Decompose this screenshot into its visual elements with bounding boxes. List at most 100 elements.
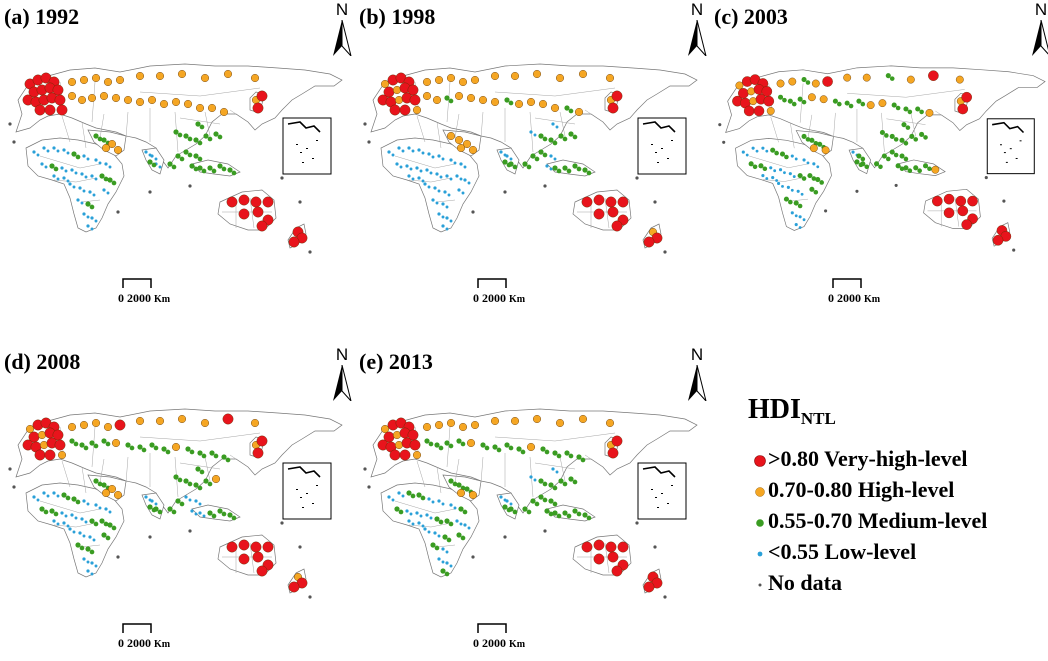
point-level-low: [88, 535, 92, 539]
landmass: [380, 482, 480, 578]
scale-bar: 0 2000 Km: [473, 623, 557, 651]
country-border: [790, 198, 808, 202]
point-level-very-high: [593, 553, 605, 565]
point-level-medium: [227, 167, 233, 173]
inset-island: [651, 144, 653, 145]
point-level-very-high: [389, 449, 401, 461]
point-level-medium: [534, 501, 540, 507]
point-level-high: [821, 146, 830, 155]
point-level-low: [798, 226, 802, 229]
point-level-medium: [548, 498, 554, 504]
country-border: [39, 500, 101, 514]
blue-dot-icon: [757, 551, 763, 557]
point-level-very-high: [992, 234, 1004, 246]
no-data-mark: [663, 250, 667, 254]
point-level-medium: [43, 509, 49, 515]
point-level-medium: [444, 95, 450, 101]
point-level-medium: [552, 165, 558, 171]
inset-map: [282, 462, 332, 520]
inset-coast: [992, 121, 1025, 134]
point-level-low: [44, 165, 48, 169]
point-level-low: [441, 157, 445, 161]
point-level-low: [198, 511, 202, 515]
point-level-medium: [175, 153, 181, 159]
point-level-high: [526, 443, 535, 452]
point-level-medium: [438, 519, 444, 525]
point-level-medium: [542, 136, 548, 142]
point-level-medium: [586, 515, 592, 521]
point-level-high: [819, 95, 828, 104]
point-level-low: [445, 227, 449, 231]
point-level-low: [429, 516, 433, 520]
point-level-medium: [860, 101, 866, 107]
point-level-medium: [151, 162, 157, 168]
country-border: [494, 432, 616, 442]
point-level-low: [387, 495, 391, 499]
point-level-low: [94, 158, 98, 162]
no-data-mark: [471, 555, 475, 559]
point-level-medium: [97, 481, 103, 487]
no-data-mark: [308, 250, 312, 254]
point-level-medium: [922, 163, 929, 169]
point-level-low: [529, 475, 533, 479]
point-level-medium: [793, 200, 799, 206]
point-level-medium: [572, 163, 578, 169]
inset-coast: [642, 466, 676, 478]
point-level-low: [435, 172, 439, 176]
country-border: [229, 454, 237, 460]
no-data-mark: [8, 467, 12, 471]
point-level-medium: [177, 132, 183, 138]
point-level-high: [87, 94, 96, 103]
point-level-medium: [788, 199, 793, 205]
land-layer: [8, 63, 343, 254]
legend-label: <0.55 Low-level: [768, 539, 917, 564]
point-level-medium: [73, 441, 79, 447]
point-level-high: [555, 419, 564, 428]
point-level-very-high: [238, 553, 250, 565]
country-border: [584, 109, 592, 115]
point-level-low: [108, 510, 112, 514]
point-level-low: [74, 171, 78, 175]
point-level-very-high: [34, 104, 46, 116]
point-level-high: [466, 94, 475, 103]
point-level-low: [419, 169, 423, 173]
north-arrow: N: [327, 345, 357, 401]
point-level-very-high: [617, 196, 629, 208]
point-level-medium: [193, 137, 199, 143]
point-level-medium: [837, 101, 842, 107]
point-level-medium: [49, 163, 55, 169]
point-level-high: [931, 165, 940, 174]
point-level-very-high: [399, 104, 411, 116]
point-level-low: [549, 154, 553, 158]
point-level-very-high: [54, 439, 66, 451]
point-level-medium: [864, 164, 870, 170]
country-border: [416, 460, 426, 488]
point-level-very-high: [607, 206, 619, 218]
point-level-medium: [801, 133, 807, 139]
point-level-low: [66, 151, 70, 155]
point-level-low: [441, 215, 445, 219]
panel-title: (d) 2008: [4, 349, 81, 374]
point-level-medium: [460, 441, 466, 447]
point-level-low: [411, 177, 415, 181]
point-level-high: [470, 421, 479, 430]
point-level-low: [46, 149, 50, 153]
point-level-low: [431, 198, 435, 202]
inset-map: [986, 118, 1035, 175]
point-level-high: [101, 488, 110, 497]
point-level-medium: [207, 136, 213, 142]
inset-island: [296, 144, 298, 145]
green-dot-icon: [756, 519, 764, 527]
point-level-medium: [203, 478, 209, 484]
point-level-medium: [809, 137, 815, 143]
point-level-low: [94, 503, 98, 507]
point-level-medium: [448, 521, 454, 527]
point-level-low: [52, 174, 56, 178]
country-border: [935, 110, 942, 116]
point-level-medium: [502, 504, 508, 510]
no-data-mark: [653, 200, 657, 204]
point-level-high: [381, 425, 390, 434]
no-data-mark: [298, 200, 302, 204]
point-level-low: [82, 534, 86, 538]
point-level-low: [499, 495, 503, 499]
